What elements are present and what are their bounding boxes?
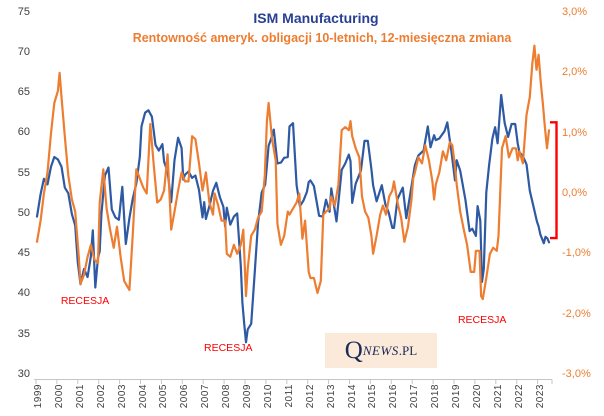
- left-axis-tick-label: 50: [17, 206, 30, 219]
- x-axis-year-label: 2013: [325, 384, 337, 409]
- x-axis-year-label: 2021: [492, 384, 504, 409]
- yield-change-line: [35, 44, 551, 301]
- x-axis-year-label: 2002: [95, 384, 107, 409]
- x-axis-year-label: 2014: [346, 384, 358, 409]
- x-axis-year-label: 2000: [53, 384, 65, 409]
- x-axis-year-label: 2004: [137, 384, 149, 409]
- right-axis-tick-label: 2,0%: [562, 66, 588, 79]
- recession-label: RECESJA: [60, 295, 110, 308]
- left-axis-tick-label: 40: [17, 287, 30, 300]
- x-axis-year-label: 1999: [33, 384, 44, 409]
- watermark-pl-text: .PL: [398, 342, 418, 358]
- x-axis-year-label: 2023: [534, 384, 546, 409]
- x-axis-year-label: 2005: [158, 384, 170, 409]
- x-axis-year-label: 2019: [451, 384, 462, 409]
- x-axis-year-label: 2022: [513, 384, 525, 409]
- x-axis-year-label: 2008: [221, 384, 233, 409]
- chart-title: ISM Manufacturing: [253, 10, 379, 26]
- x-axis-year-label: 2007: [200, 384, 212, 409]
- x-axis-year-label: 2011: [283, 384, 295, 408]
- chart-subtitle: Rentowność ameryk. obligacji 10-letnich,…: [132, 31, 512, 45]
- x-axis-year-label: 2015: [367, 384, 379, 409]
- left-axis-tick-label: 30: [17, 368, 30, 380]
- right-axis-tick-label: 0,0%: [562, 187, 588, 199]
- x-axis-year-label: 2001: [74, 384, 86, 409]
- left-axis-tick-label: 75: [17, 5, 30, 18]
- ism-line: [35, 93, 551, 344]
- left-axis-tick-label: 55: [17, 166, 30, 179]
- x-axis-year-label: 2003: [116, 384, 128, 409]
- x-axis-year-label: 2009: [242, 384, 253, 409]
- watermark-q-letter: Q: [344, 337, 363, 364]
- left-axis-tick-label: 65: [17, 86, 30, 99]
- x-axis-year-label: 2010: [262, 384, 274, 409]
- left-axis-tick-label: 45: [17, 247, 30, 260]
- watermark-qnews: Q NEWS .PL: [325, 333, 437, 368]
- right-axis-tick-label: 1,0%: [562, 126, 588, 139]
- recession-label: RECESJA: [204, 341, 253, 354]
- range-bracket: [550, 121, 558, 240]
- x-axis-year-label: 2020: [471, 384, 483, 409]
- watermark-news-text: NEWS: [362, 342, 399, 358]
- x-axis-year-label: 2018: [430, 384, 442, 409]
- right-axis-tick-label: 3,0%: [562, 6, 588, 18]
- left-axis-tick-label: 35: [17, 327, 30, 340]
- x-axis-year-label: 2012: [304, 384, 316, 409]
- left-axis-tick-label: 60: [17, 126, 30, 139]
- recession-label: RECESJA: [457, 313, 507, 326]
- right-axis-tick-label: -2,0%: [562, 307, 591, 320]
- x-axis-year-label: 2016: [388, 384, 400, 409]
- right-axis-tick-label: -1,0%: [562, 247, 591, 260]
- right-axis-tick-label: -3,0%: [562, 367, 591, 380]
- left-axis-tick-label: 70: [17, 45, 30, 58]
- x-axis-year-label: 2017: [409, 384, 421, 409]
- x-axis-year-label: 2006: [179, 384, 191, 409]
